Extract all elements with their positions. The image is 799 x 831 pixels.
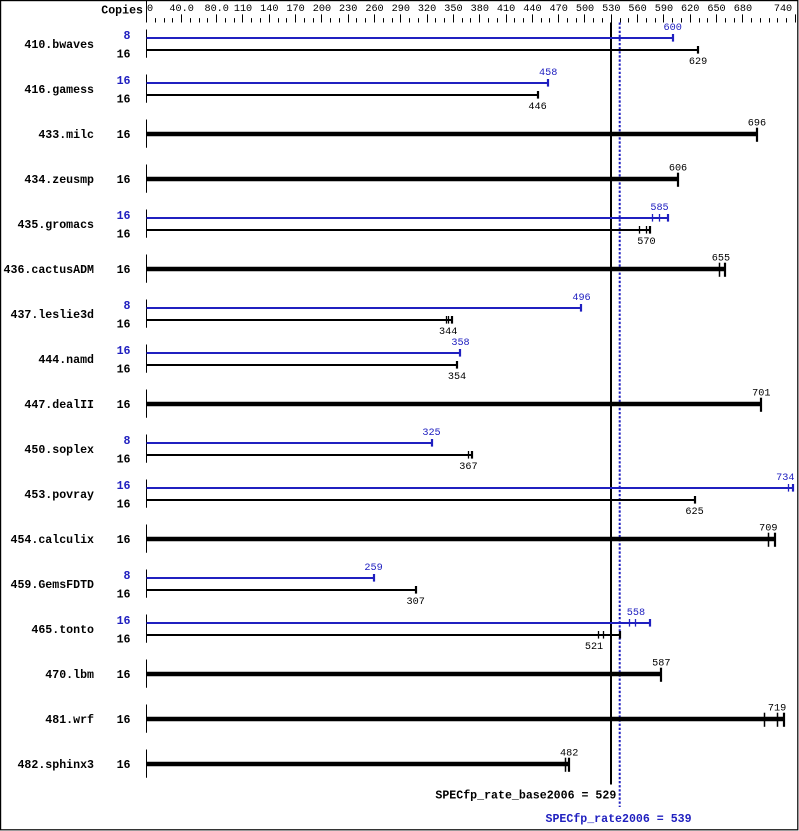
svg-text:354: 354 — [448, 372, 466, 383]
svg-text:16: 16 — [117, 714, 131, 727]
svg-text:SPECfp_rate2006 = 539: SPECfp_rate2006 = 539 — [545, 813, 691, 826]
svg-text:470.lbm: 470.lbm — [45, 669, 94, 682]
svg-text:701: 701 — [752, 389, 770, 400]
svg-text:655: 655 — [712, 254, 730, 265]
svg-text:16: 16 — [117, 589, 131, 602]
svg-text:459.GemsFDTD: 459.GemsFDTD — [11, 579, 95, 592]
svg-text:200: 200 — [313, 4, 331, 15]
svg-text:16: 16 — [117, 364, 131, 377]
svg-text:358: 358 — [451, 338, 469, 349]
svg-text:625: 625 — [685, 507, 703, 518]
svg-text:8: 8 — [124, 30, 131, 43]
svg-text:307: 307 — [407, 597, 425, 608]
svg-text:629: 629 — [689, 57, 707, 68]
svg-text:16: 16 — [117, 534, 131, 547]
svg-text:620: 620 — [681, 4, 699, 15]
svg-text:16: 16 — [117, 759, 131, 772]
svg-text:16: 16 — [117, 75, 131, 88]
svg-text:410: 410 — [497, 4, 515, 15]
svg-text:16: 16 — [117, 210, 131, 223]
svg-text:696: 696 — [748, 119, 766, 130]
svg-text:8: 8 — [124, 570, 131, 583]
svg-text:530: 530 — [602, 4, 620, 15]
svg-text:16: 16 — [117, 49, 131, 62]
svg-text:410.bwaves: 410.bwaves — [24, 39, 94, 52]
svg-text:259: 259 — [364, 563, 382, 574]
svg-text:446: 446 — [528, 102, 546, 113]
svg-text:230: 230 — [339, 4, 357, 15]
svg-text:521: 521 — [585, 642, 603, 653]
svg-text:500: 500 — [576, 4, 594, 15]
svg-text:481.wrf: 481.wrf — [45, 714, 94, 727]
svg-text:16: 16 — [117, 634, 131, 647]
svg-text:344: 344 — [439, 327, 457, 338]
svg-text:140: 140 — [260, 4, 278, 15]
svg-text:440: 440 — [523, 4, 541, 15]
svg-text:570: 570 — [637, 237, 655, 248]
svg-text:260: 260 — [365, 4, 383, 15]
svg-text:560: 560 — [628, 4, 646, 15]
svg-text:16: 16 — [117, 480, 131, 493]
svg-text:40.0: 40.0 — [169, 4, 193, 15]
svg-text:453.povray: 453.povray — [24, 489, 94, 502]
svg-text:320: 320 — [418, 4, 436, 15]
svg-text:444.namd: 444.namd — [38, 354, 94, 367]
svg-text:740: 740 — [774, 4, 792, 15]
svg-text:16: 16 — [117, 454, 131, 467]
svg-text:450.soplex: 450.soplex — [24, 444, 94, 457]
svg-text:367: 367 — [459, 462, 477, 473]
svg-text:606: 606 — [669, 164, 687, 175]
svg-text:16: 16 — [117, 264, 131, 277]
svg-text:496: 496 — [572, 293, 590, 304]
svg-text:416.gamess: 416.gamess — [24, 84, 94, 97]
svg-text:16: 16 — [117, 319, 131, 332]
svg-text:590: 590 — [655, 4, 673, 15]
svg-text:16: 16 — [117, 94, 131, 107]
svg-text:80.0: 80.0 — [204, 4, 228, 15]
svg-text:8: 8 — [124, 300, 131, 313]
svg-text:350: 350 — [444, 4, 462, 15]
svg-text:16: 16 — [117, 615, 131, 628]
svg-text:719: 719 — [768, 704, 786, 715]
svg-text:558: 558 — [627, 608, 645, 619]
svg-text:325: 325 — [422, 428, 440, 439]
svg-text:16: 16 — [117, 174, 131, 187]
svg-text:458: 458 — [539, 68, 557, 79]
svg-text:435.gromacs: 435.gromacs — [17, 219, 94, 232]
svg-text:8: 8 — [124, 435, 131, 448]
svg-text:0: 0 — [147, 4, 153, 15]
svg-text:16: 16 — [117, 499, 131, 512]
svg-text:482: 482 — [560, 749, 578, 760]
svg-text:454.calculix: 454.calculix — [11, 534, 95, 547]
svg-text:380: 380 — [471, 4, 489, 15]
svg-text:585: 585 — [650, 203, 668, 214]
svg-text:16: 16 — [117, 345, 131, 358]
svg-text:465.tonto: 465.tonto — [31, 624, 94, 637]
svg-text:290: 290 — [392, 4, 410, 15]
svg-text:Copies: Copies — [101, 5, 143, 18]
svg-text:437.leslie3d: 437.leslie3d — [11, 309, 95, 322]
svg-text:447.dealII: 447.dealII — [24, 399, 94, 412]
svg-text:170: 170 — [286, 4, 304, 15]
svg-text:734: 734 — [776, 473, 794, 484]
svg-text:16: 16 — [117, 229, 131, 242]
svg-text:600: 600 — [664, 23, 682, 34]
svg-text:709: 709 — [759, 524, 777, 535]
svg-text:16: 16 — [117, 129, 131, 142]
svg-text:16: 16 — [117, 399, 131, 412]
svg-text:680: 680 — [734, 4, 752, 15]
svg-text:436.cactusADM: 436.cactusADM — [4, 264, 94, 277]
svg-text:650: 650 — [707, 4, 725, 15]
svg-text:16: 16 — [117, 669, 131, 682]
svg-text:433.milc: 433.milc — [38, 129, 94, 142]
svg-text:434.zeusmp: 434.zeusmp — [24, 174, 94, 187]
svg-text:SPECfp_rate_base2006 = 529: SPECfp_rate_base2006 = 529 — [435, 790, 616, 803]
svg-text:110: 110 — [234, 4, 252, 15]
svg-text:482.sphinx3: 482.sphinx3 — [17, 759, 94, 772]
svg-text:587: 587 — [652, 659, 670, 670]
svg-text:470: 470 — [550, 4, 568, 15]
